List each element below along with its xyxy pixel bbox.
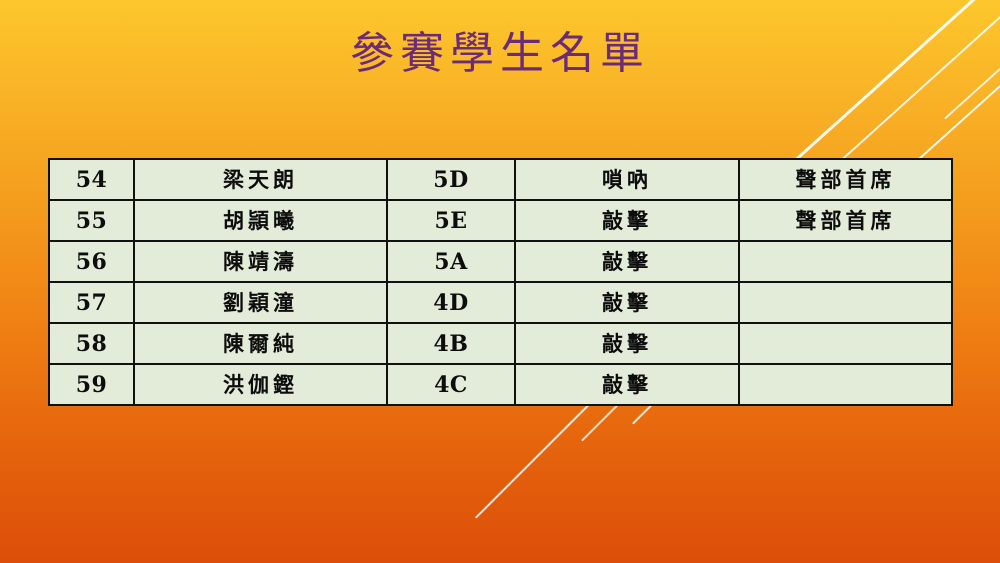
table-row: 55 胡頴曦 5E 敲擊 聲部首席 [48,199,953,242]
table-row: 59 洪伽鏗 4C 敲擊 [48,363,953,406]
roster-table-container: 54 梁天朗 5D 嗩吶 聲部首席 55 胡頴曦 5E 敲擊 聲部首席 56 陳… [48,158,953,406]
cell-role [738,363,953,406]
cell-instrument: 敲擊 [514,281,740,324]
cell-role [738,240,953,283]
cell-name: 胡頴曦 [133,199,388,242]
table-row: 54 梁天朗 5D 嗩吶 聲部首席 [48,158,953,201]
cell-name: 劉穎潼 [133,281,388,324]
roster-table-body: 54 梁天朗 5D 嗩吶 聲部首席 55 胡頴曦 5E 敲擊 聲部首席 56 陳… [48,158,953,406]
cell-number: 57 [48,281,135,324]
cell-role [738,281,953,324]
cell-class: 5E [386,199,516,242]
cell-role [738,322,953,365]
roster-table: 54 梁天朗 5D 嗩吶 聲部首席 55 胡頴曦 5E 敲擊 聲部首席 56 陳… [48,158,953,406]
cell-name: 陳靖濤 [133,240,388,283]
streak-line-bottom-1 [474,393,600,519]
cell-instrument: 敲擊 [514,322,740,365]
cell-instrument: 嗩吶 [514,158,740,201]
table-row: 57 劉穎潼 4D 敲擊 [48,281,953,324]
cell-number: 56 [48,240,135,283]
cell-number: 58 [48,322,135,365]
slide-title: 參賽學生名單 [350,28,650,79]
cell-name: 陳爾純 [133,322,388,365]
table-row: 56 陳靖濤 5A 敲擊 [48,240,953,283]
cell-class: 4D [386,281,516,324]
cell-instrument: 敲擊 [514,240,740,283]
cell-role: 聲部首席 [738,199,953,242]
cell-number: 54 [48,158,135,201]
cell-instrument: 敲擊 [514,363,740,406]
cell-name: 洪伽鏗 [133,363,388,406]
cell-class: 5A [386,240,516,283]
cell-role: 聲部首席 [738,158,953,201]
cell-number: 55 [48,199,135,242]
table-row: 58 陳爾純 4B 敲擊 [48,322,953,365]
cell-class: 4B [386,322,516,365]
cell-class: 4C [386,363,516,406]
cell-class: 5D [386,158,516,201]
cell-name: 梁天朗 [133,158,388,201]
cell-number: 59 [48,363,135,406]
cell-instrument: 敲擊 [514,199,740,242]
